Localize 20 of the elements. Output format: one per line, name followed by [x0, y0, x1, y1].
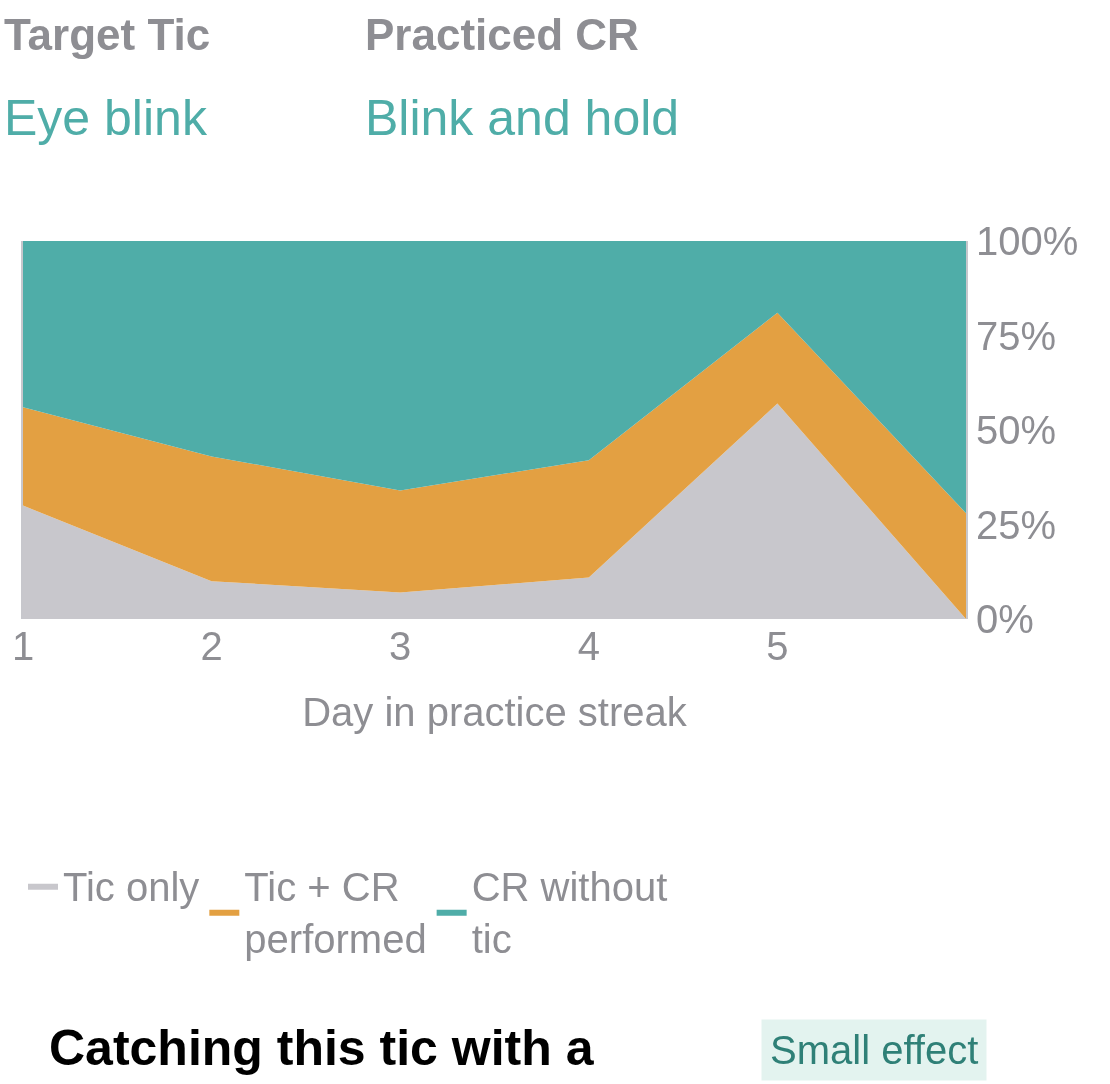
- text: Eye blink: [4, 90, 208, 146]
- legend-label: Tic only: [63, 865, 200, 910]
- text: Catching this tic with a: [49, 1020, 595, 1076]
- text: Blink and hold: [365, 90, 680, 146]
- x-tick-label: 4: [577, 624, 600, 668]
- text: Small effect: [770, 1028, 979, 1072]
- text: Practiced CR: [365, 10, 639, 59]
- y-tick-label: 50%: [976, 408, 1057, 452]
- x-tick-label: 3: [389, 624, 412, 668]
- legend-label: CR without tic: [471, 865, 668, 962]
- legend-label: Tic + CR performed: [244, 865, 427, 962]
- y-tick-label: 100%: [976, 219, 1079, 263]
- y-tick-label: 75%: [976, 313, 1057, 358]
- x-tick-label: 2: [200, 624, 223, 668]
- y-tick-label: 25%: [976, 502, 1057, 547]
- text: Target Tic: [4, 10, 211, 59]
- y-tick-label: 0%: [976, 597, 1034, 641]
- x-tick-label: 5: [766, 624, 789, 668]
- x-axis-title: Day in practice streak: [302, 689, 688, 734]
- x-tick-label: 1: [11, 624, 35, 668]
